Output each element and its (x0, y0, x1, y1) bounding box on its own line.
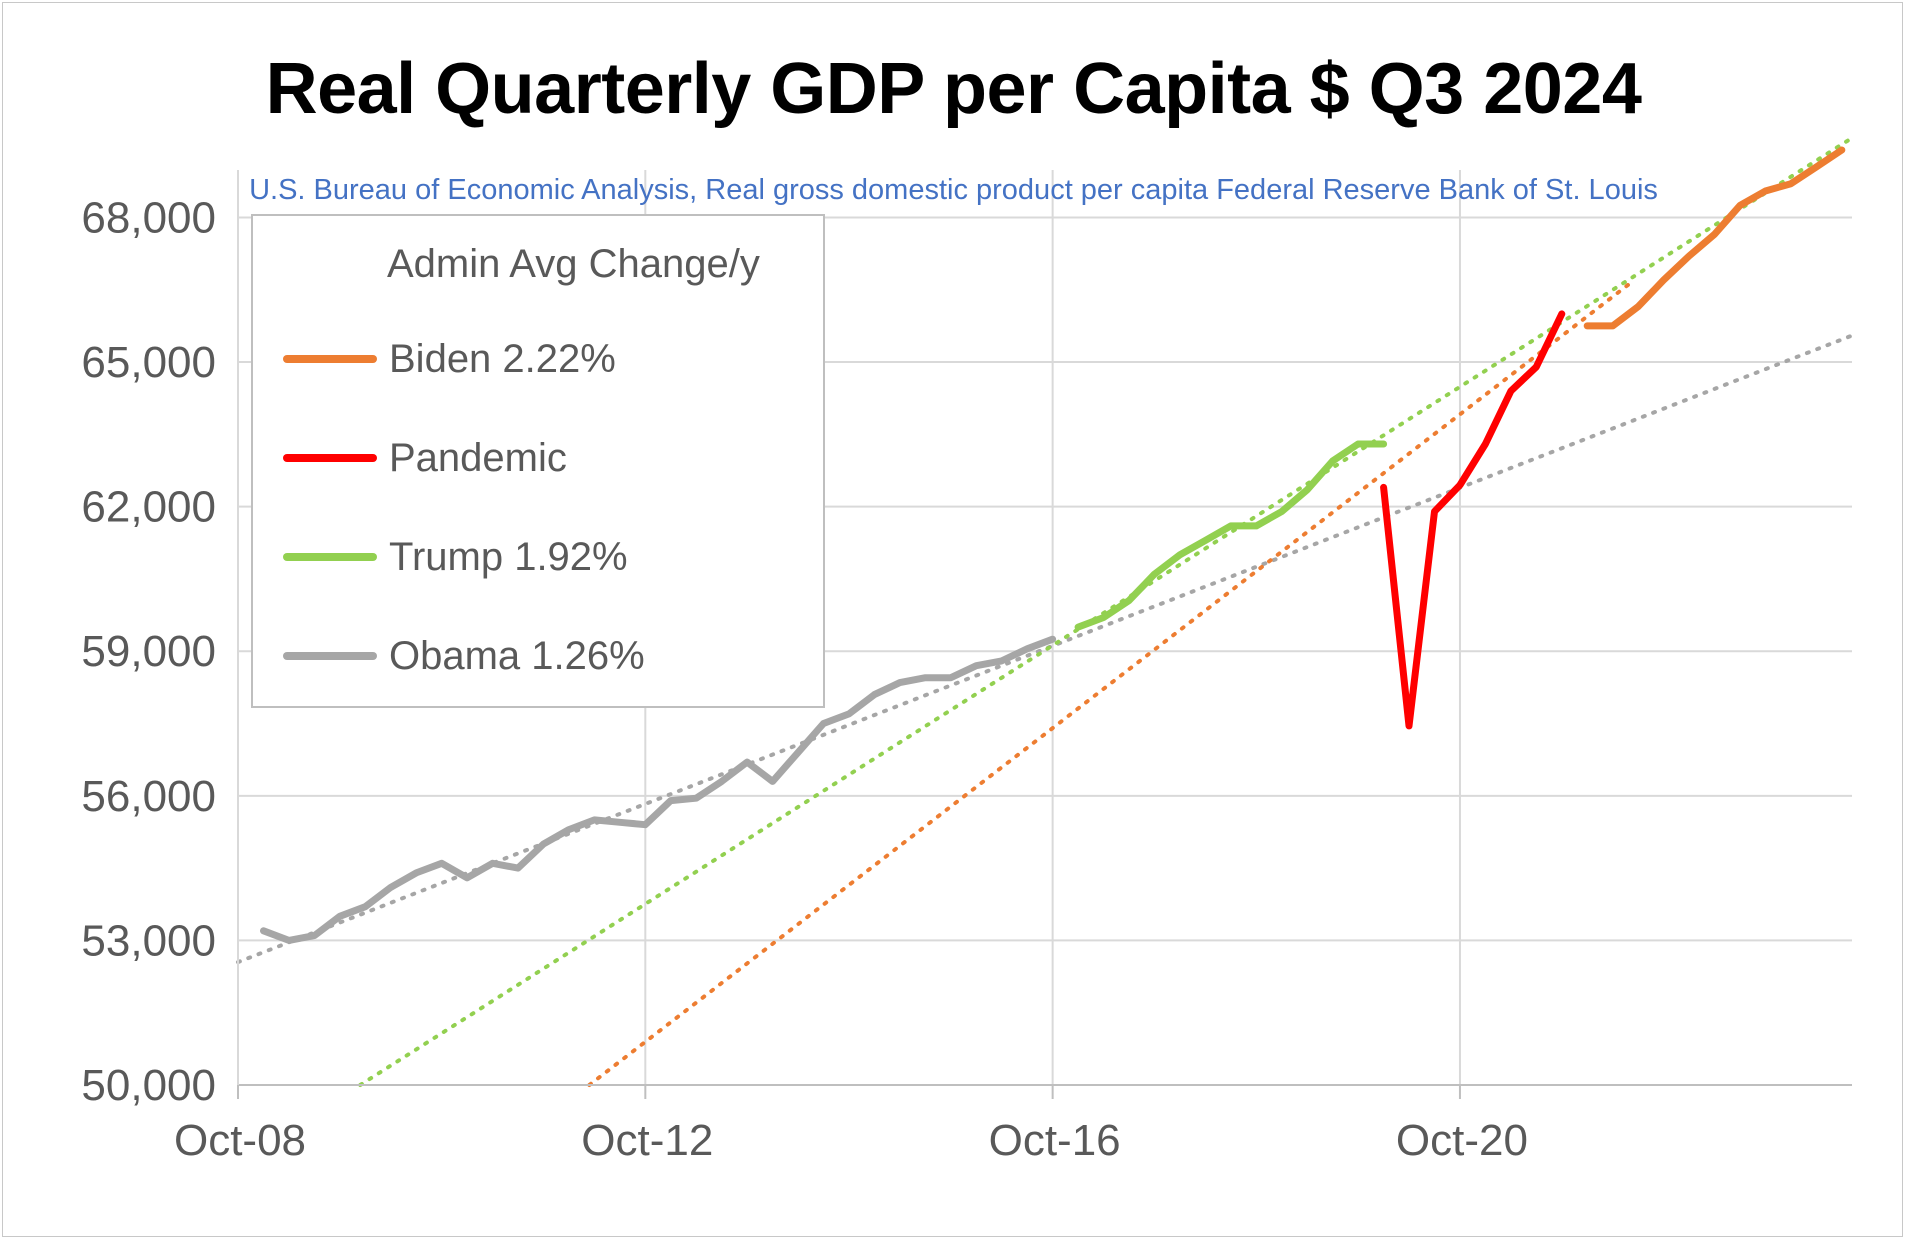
x-tick-label: Oct-08 (174, 1116, 306, 1165)
series-line (260, 635, 1057, 944)
legend-label-biden: Biden 2.22% (389, 336, 616, 381)
legend-swatch-trump (283, 553, 377, 561)
legend-title: Admin Avg Change/y (387, 242, 760, 286)
x-tick-label: Oct-20 (1396, 1116, 1528, 1165)
axes: 50,000 53,000 56,000 59,000 62,000 65,000 68,0… (81, 170, 1852, 1165)
x-tick-label: Oct-16 (989, 1116, 1121, 1165)
y-tick-label: 59,000 (81, 627, 216, 676)
legend-item-obama: Obama 1.26% (283, 631, 645, 681)
legend-swatch-biden (283, 355, 377, 363)
series-line (1380, 310, 1566, 730)
y-tick-label: 53,000 (81, 916, 216, 965)
y-tick-label: 50,000 (81, 1061, 216, 1110)
series-lines (260, 146, 1846, 944)
series-line (1583, 146, 1846, 330)
legend-item-pandemic: Pandemic (283, 433, 567, 483)
y-tick-label: 56,000 (81, 772, 216, 821)
legend-swatch-obama (283, 652, 377, 660)
legend-swatch-pandemic (283, 454, 377, 462)
y-tick-label: 68,000 (81, 193, 216, 242)
y-tick-label: 65,000 (81, 338, 216, 387)
trendline (587, 282, 1630, 1087)
chart-title: Real Quarterly GDP per Capita $ Q3 2024 (265, 49, 1642, 129)
chart-subtitle: U.S. Bureau of Economic Analysis, Real g… (249, 174, 1658, 206)
x-tick-label: Oct-12 (581, 1116, 713, 1165)
legend-label-obama: Obama 1.26% (389, 633, 645, 678)
legend-item-biden: Biden 2.22% (283, 334, 616, 384)
trendline (236, 333, 1854, 965)
legend-label-trump: Trump 1.92% (389, 534, 628, 579)
trendline (358, 135, 1854, 1087)
legend: Admin Avg Change/y Biden 2.22% Pandemic … (251, 214, 825, 708)
series-line (1074, 440, 1388, 631)
trendlines (236, 135, 1854, 1087)
legend-item-trump: Trump 1.92% (283, 532, 628, 582)
y-tick-label: 62,000 (81, 483, 216, 532)
legend-label-pandemic: Pandemic (389, 435, 567, 480)
